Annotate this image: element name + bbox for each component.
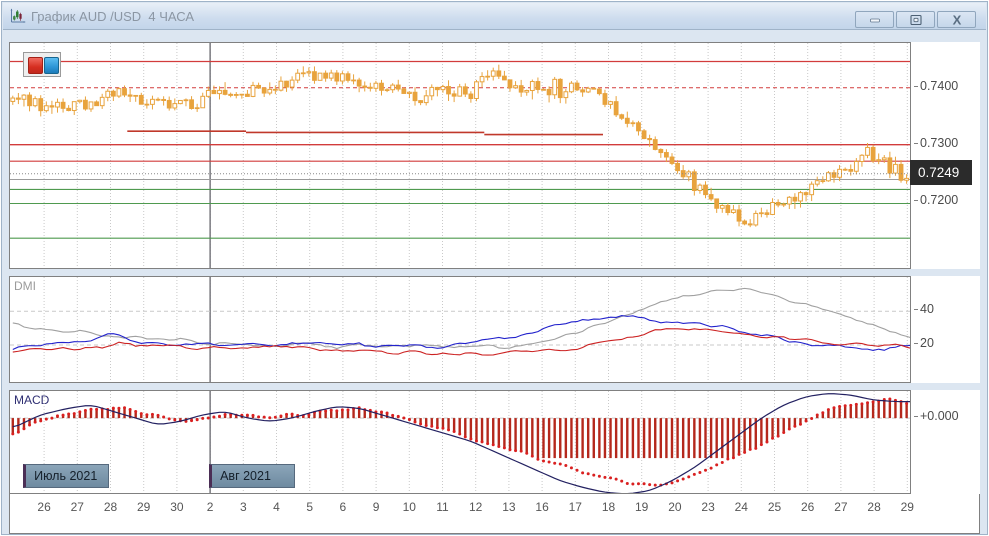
svg-text:X: X (952, 12, 961, 27)
